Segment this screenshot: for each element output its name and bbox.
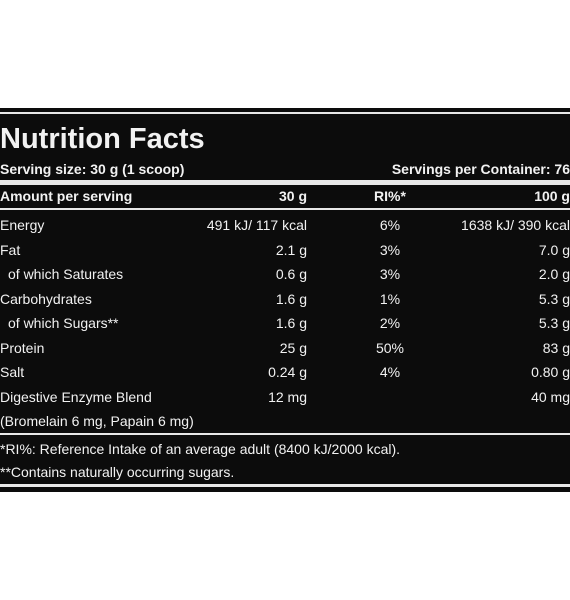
- table-cell: 1%: [379, 290, 401, 307]
- table-cell: Protein: [0, 339, 45, 356]
- footnote: **Contains naturally occurring sugars.: [0, 464, 235, 480]
- table-cell: Carbohydrates: [0, 290, 92, 307]
- rule: [0, 208, 570, 210]
- table-cell: 2.1 g: [275, 241, 307, 258]
- rule: [0, 112, 570, 114]
- table-header-cell: RI%*: [374, 188, 406, 204]
- table-cell: 1.6 g: [275, 290, 307, 307]
- table-cell: 491 kJ/ 117 kcal: [206, 217, 307, 233]
- table-header-cell: 100 g: [534, 188, 570, 204]
- table-cell: 2%: [379, 315, 401, 331]
- footnote: *RI%: Reference Intake of an average adu…: [0, 441, 401, 457]
- table-cell: Digestive Enzyme Blend: [0, 388, 152, 405]
- table-cell: 1638 kJ/ 390 kcal: [461, 217, 570, 233]
- table-cell: 83 g: [542, 339, 570, 356]
- table-cell: 4%: [379, 364, 401, 380]
- table-cell: 5.3 g: [538, 290, 570, 307]
- table-cell: 25 g: [279, 339, 307, 356]
- nutrition-panel: Nutrition Facts Serving size: 30 g (1 sc…: [0, 108, 570, 492]
- servings-per-container: Servings per Container: 76: [391, 161, 570, 177]
- table-cell: 1.6 g: [275, 315, 307, 331]
- title: Nutrition Facts: [0, 123, 205, 155]
- table-cell: 3%: [379, 266, 401, 282]
- table-cell: 0.6 g: [275, 266, 307, 282]
- table-cell: Salt: [0, 364, 25, 380]
- table-cell: of which Sugars**: [8, 315, 119, 331]
- rule: [0, 180, 570, 185]
- table-cell: Fat: [0, 241, 21, 258]
- table-cell: 0.80 g: [531, 364, 570, 380]
- serving-size: Serving size: 30 g (1 scoop): [0, 161, 185, 177]
- table-cell: of which Saturates: [8, 266, 124, 282]
- rule: [0, 433, 570, 435]
- table-cell: Energy: [0, 217, 45, 233]
- table-cell: 5.3 g: [538, 315, 570, 331]
- table-cell: 0.24 g: [268, 364, 307, 380]
- rule: [0, 484, 570, 487]
- table-cell: 50%: [375, 339, 405, 356]
- table-cell: (Bromelain 6 mg, Papain 6 mg): [0, 413, 194, 429]
- table-cell: 3%: [379, 241, 401, 258]
- table-cell: 7.0 g: [538, 241, 570, 258]
- table-cell: 40 mg: [531, 388, 570, 405]
- table-cell: 6%: [379, 217, 401, 233]
- table-header-cell: 30 g: [278, 188, 307, 204]
- table-cell: 2.0 g: [538, 266, 570, 282]
- table-cell: 12 mg: [268, 388, 307, 405]
- table-header-cell: Amount per serving: [0, 188, 133, 204]
